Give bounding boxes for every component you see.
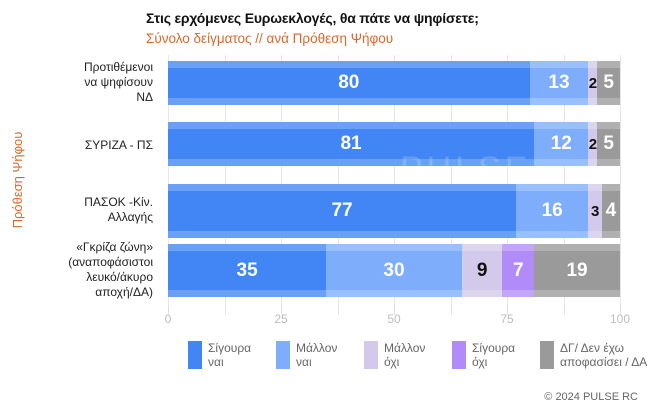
bar-segment: 5	[597, 122, 620, 166]
segment-value-label: 4	[605, 200, 617, 221]
bar-row: 35 30 9 7 19	[168, 244, 620, 297]
legend-swatch	[188, 341, 202, 369]
bar-segment: 81	[168, 122, 535, 166]
bar-segment: 13	[529, 61, 589, 105]
x-tick-label: 0	[164, 312, 172, 326]
legend-item: Μάλλον ναι	[276, 341, 354, 369]
bar-segment: 30	[326, 244, 462, 297]
legend-swatch	[540, 341, 554, 369]
x-tick-mark	[620, 306, 621, 312]
chart-subtitle: Σύνολο δείγματος // ανά Πρόθεση Ψήφου	[146, 31, 394, 46]
legend-label: Μάλλον όχι	[384, 341, 426, 369]
legend-item: Σίγουρα όχι	[452, 341, 530, 369]
bar-segment: 16	[516, 184, 589, 238]
legend-swatch	[276, 341, 290, 369]
category-label: ΣΥΡΙΖΑ - ΠΣ	[84, 137, 153, 152]
bar-segment: 2	[588, 61, 598, 105]
segment-value-label: 7	[512, 259, 524, 281]
segment-value-label: 81	[340, 133, 362, 154]
bar-segment: 35	[168, 244, 327, 297]
legend: Σίγουρα ναι Μάλλον ναι Μάλλον όχι Σίγουρα ό…	[188, 341, 647, 369]
bar-segment: 77	[168, 184, 517, 238]
x-tick-label: 50	[387, 312, 401, 326]
segment-value-label: 77	[331, 200, 353, 221]
legend-item: Μάλλον όχι	[364, 341, 442, 369]
legend-item: ΔΓ/ Δεν έχω αποφασίσει / ΔΑ	[540, 341, 647, 369]
legend-label: Σίγουρα ναι	[208, 341, 252, 369]
x-tick-mark	[168, 306, 169, 312]
x-tick-label: 75	[500, 312, 514, 326]
bar-segment: 19	[534, 244, 620, 297]
chart-title: Στις ερχόμενες Ευρωεκλογές, θα πάτε να ψ…	[146, 10, 479, 26]
segment-value-label: 35	[236, 259, 258, 281]
bar-row: 77 16 3 4	[168, 184, 621, 238]
bar-segment: 3	[588, 184, 602, 238]
bar-segment: 2	[588, 122, 598, 166]
category-label: «Γκρίζα ζώνη» (αναποφάσιστοι λευκό/άκυρο…	[68, 240, 153, 299]
segment-value-label: 5	[603, 133, 614, 154]
legend-label: Σίγουρα όχι	[472, 341, 516, 369]
segment-value-label: 5	[603, 72, 614, 93]
bar-segment: 5	[597, 61, 620, 105]
legend-label: ΔΓ/ Δεν έχω αποφασίσει / ΔΑ	[560, 341, 648, 369]
bar-segment: 80	[168, 61, 530, 105]
segment-value-label: 19	[566, 259, 588, 281]
bar-segment: 12	[534, 122, 589, 166]
x-tick-mark	[394, 306, 395, 312]
legend-item: Σίγουρα ναι	[188, 341, 266, 369]
bar-segment: 9	[461, 244, 503, 297]
legend-swatch	[452, 341, 466, 369]
legend-label: Μάλλον ναι	[296, 341, 338, 369]
segment-value-label: 2	[588, 135, 598, 153]
category-label: Προτιθέμενοι να ψηφίσουν ΝΔ	[83, 59, 153, 104]
bar-row: 80 13 2 5	[168, 61, 620, 105]
segment-value-label: 9	[476, 259, 488, 281]
bar-segment: 7	[502, 244, 535, 297]
bar-segment: 4	[601, 184, 621, 238]
x-tick-mark	[281, 306, 282, 312]
segment-value-label: 12	[550, 133, 572, 154]
legend-swatch	[364, 341, 378, 369]
copyright: © 2024 PULSE RC	[544, 391, 638, 403]
x-tick-mark	[507, 306, 508, 312]
segment-value-label: 16	[541, 200, 563, 221]
segment-value-label: 2	[588, 74, 598, 92]
segment-value-label: 80	[338, 72, 360, 93]
segment-value-label: 13	[548, 72, 570, 93]
x-tick-label: 25	[274, 312, 288, 326]
segment-value-label: 30	[383, 259, 405, 281]
bar-row: 81 12 2 5	[168, 122, 620, 166]
category-label: ΠΑΣΟΚ -Κίν. Αλλαγής	[84, 195, 153, 224]
plot-area: 80 13 2 5 81 12 2 5 77 16 3 4 35 30 9 7 19	[168, 55, 621, 315]
segment-value-label: 3	[590, 202, 600, 220]
gridline	[620, 55, 621, 315]
x-tick-label: 100	[609, 312, 631, 326]
